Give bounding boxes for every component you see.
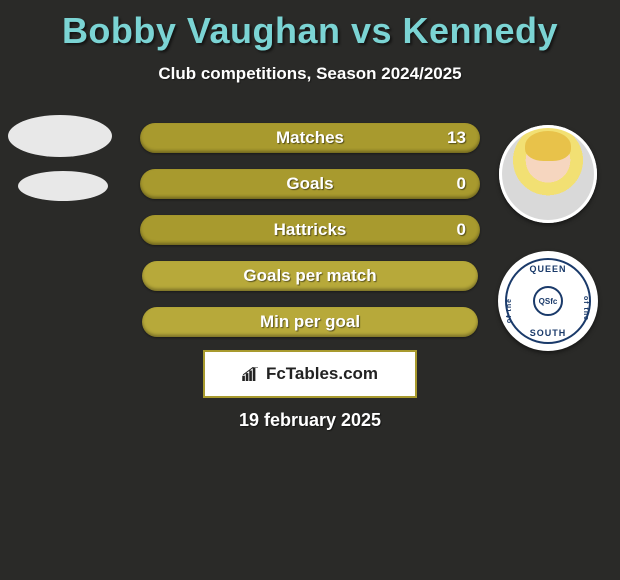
stat-value: 0 [457,220,466,240]
crest-inner-ring: QUEEN SOUTH of the of the QSfc [505,258,591,344]
branding-box[interactable]: FcTables.com [203,350,417,398]
stat-row-matches: Matches 13 [140,123,480,153]
stats-panel: Matches 13 Goals 0 Hattricks 0 Goals per… [140,123,480,353]
stat-row-goals: Goals 0 [140,169,480,199]
stat-label: Hattricks [274,220,347,240]
stat-label: Goals [286,174,333,194]
player-left-club-placeholder [18,171,108,201]
subtitle: Club competitions, Season 2024/2025 [0,64,620,84]
stat-row-mpg: Min per goal [142,307,478,337]
player-left-avatar-placeholder [8,115,112,157]
fctables-icon [242,367,260,381]
crest-center-badge: QSfc [533,286,563,316]
left-player-column [8,115,118,215]
player-right-avatar [499,125,597,223]
crest-text-top: QUEEN [529,264,566,274]
stat-value: 13 [447,128,466,148]
stat-label: Matches [276,128,344,148]
page-title: Bobby Vaughan vs Kennedy [0,0,620,52]
crest-text-right: of the [582,296,589,321]
stat-label: Goals per match [243,266,376,286]
date-text: 19 february 2025 [0,410,620,431]
crest-text-bottom: SOUTH [530,328,567,338]
right-player-column: QUEEN SOUTH of the of the QSfc [496,125,600,351]
stat-value: 0 [457,174,466,194]
stat-row-hattricks: Hattricks 0 [140,215,480,245]
crest-text-left: of the [506,298,513,323]
player-right-club-crest: QUEEN SOUTH of the of the QSfc [498,251,598,351]
stat-row-gpm: Goals per match [142,261,478,291]
branding-text: FcTables.com [266,364,378,384]
stat-label: Min per goal [260,312,360,332]
